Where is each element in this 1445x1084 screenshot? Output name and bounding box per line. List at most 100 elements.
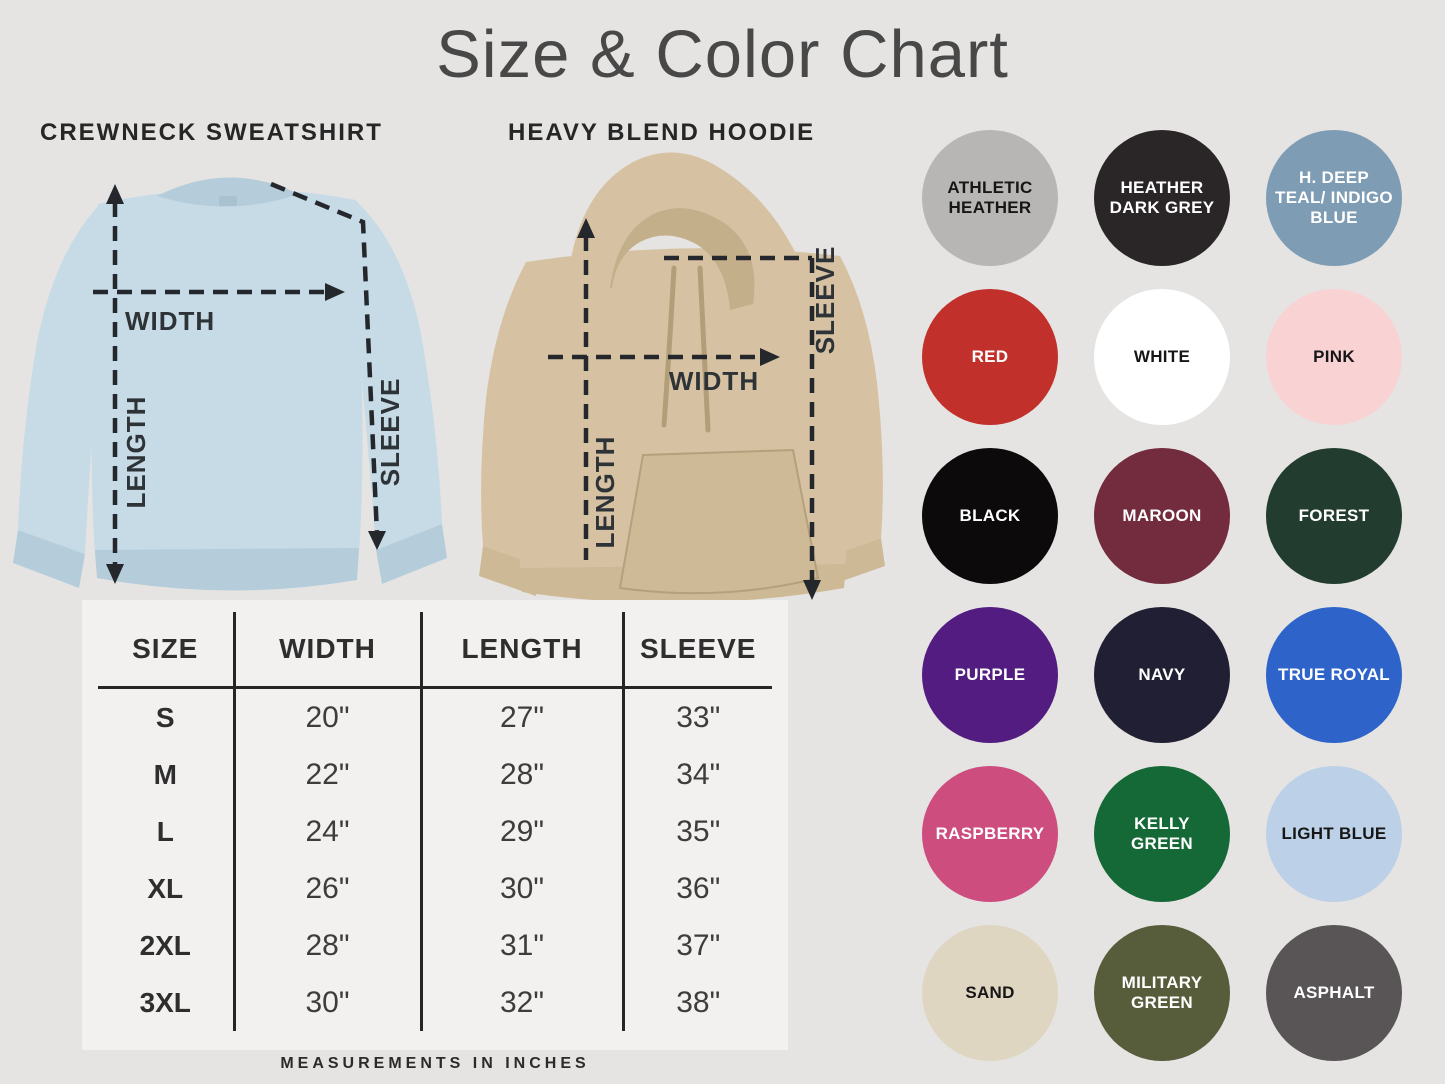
length-cell: 28" (419, 746, 623, 803)
table-row: M 22" 28" 34" (98, 746, 772, 803)
measurements-footnote: MEASUREMENTS IN INCHES (280, 1055, 590, 1072)
color-swatch-maroon: MAROON (1094, 448, 1230, 584)
hoodie-width-label: WIDTH (669, 366, 759, 396)
color-swatch-label: LIGHT BLUE (1281, 823, 1387, 843)
color-swatch-label: ATHLETIC HEATHER (947, 177, 1033, 217)
hoodie-pocket (618, 448, 820, 595)
table-row: 2XL 28" 31" 37" (98, 917, 772, 974)
width-cell: 26" (232, 860, 421, 917)
sleeve-arrowhead (368, 531, 386, 550)
crewneck-heading: CREWNECK SWEATSHIRT (40, 119, 383, 146)
width-arrowhead (325, 283, 345, 301)
length-arrowhead-up (106, 184, 124, 204)
size-column-header: SIZE (98, 612, 234, 689)
hoodie-hood-outer (566, 152, 802, 304)
color-swatch-label: RED (971, 346, 1009, 366)
color-swatch-forest: FOREST (1266, 448, 1402, 584)
color-swatch-label: TRUE ROYAL (1278, 664, 1390, 684)
color-swatch-asphalt: ASPHALT (1266, 925, 1402, 1061)
width-cell: 20" (232, 687, 421, 746)
color-swatch-label: SAND (965, 982, 1015, 1002)
hoodie-measurement-arrows: WIDTH LENGTH SLEEVE (548, 218, 840, 600)
color-swatch-kelly-green: KELLY GREEN (1094, 766, 1230, 902)
length-cell: 32" (419, 974, 623, 1031)
color-swatch-sand: SAND (922, 925, 1058, 1061)
crewneck-width-label: WIDTH (125, 306, 215, 336)
color-swatch-military-green: MILITARY GREEN (1094, 925, 1230, 1061)
table-row: L 24" 29" 35" (98, 803, 772, 860)
color-swatch-label: KELLY GREEN (1131, 813, 1193, 853)
size-cell: L (156, 815, 174, 847)
length-cell: 29" (419, 803, 623, 860)
color-swatch-raspberry: RASPBERRY (922, 766, 1058, 902)
color-swatch-label: H. DEEP TEAL/ INDIGO BLUE (1275, 167, 1393, 228)
page-title: Size & Color Chart (436, 17, 1009, 92)
crewneck-length-label: LENGTH (121, 396, 151, 509)
crewneck-collar-tag (219, 196, 237, 206)
hoodie-heading: HEAVY BLEND HOODIE (508, 119, 816, 146)
crewneck-collar (157, 177, 299, 207)
size-cell: 2XL (139, 929, 191, 961)
hoodie-length-label: LENGTH (590, 436, 620, 549)
color-swatch-label: ASPHALT (1293, 982, 1375, 1002)
crewneck-measurement-arrows: WIDTH LENGTH SLEEVE (93, 181, 405, 584)
size-cell: S (155, 701, 175, 733)
table-row: 3XL 30" 32" 38" (98, 974, 772, 1031)
color-swatch-label: NAVY (1138, 664, 1186, 684)
color-swatch-light-blue: LIGHT BLUE (1266, 766, 1402, 902)
sleeve-cell: 38" (621, 974, 772, 1031)
color-swatch-athletic-heather: ATHLETIC HEATHER (922, 130, 1058, 266)
color-swatch-label: RASPBERRY (935, 823, 1045, 843)
length-column-header: LENGTH (419, 612, 623, 689)
hoodie-drawstring-right (697, 265, 711, 433)
crewneck-illustration: WIDTH LENGTH SLEEVE (13, 177, 447, 591)
crewneck-left-sleeve (18, 204, 100, 554)
crewneck-body (91, 188, 363, 582)
color-swatch-label: MAROON (1122, 505, 1202, 525)
hoodie-shape (479, 152, 885, 604)
color-swatch-label: HEATHER DARK GREY (1109, 177, 1215, 217)
hoodie-sleeve-label: SLEEVE (810, 246, 840, 355)
width-cell: 28" (232, 917, 421, 974)
crewneck-hem-band (95, 548, 359, 591)
size-cell: XL (147, 872, 184, 904)
length-arrowhead-down (106, 564, 124, 584)
color-swatch-black: BLACK (922, 448, 1058, 584)
color-swatch-purple: PURPLE (922, 607, 1058, 743)
width-cell: 22" (232, 746, 421, 803)
color-swatch-label: WHITE (1133, 346, 1191, 366)
sleeve-column-header: SLEEVE (621, 612, 772, 689)
width-arrowhead (760, 348, 780, 366)
size-table-header-row: SIZE WIDTH LENGTH SLEEVE (98, 612, 772, 689)
sleeve-arrowhead (803, 580, 821, 600)
sleeve-cell: 35" (621, 803, 772, 860)
color-swatch-label: PURPLE (954, 664, 1026, 684)
color-swatch-label: PINK (1313, 346, 1355, 366)
size-cell: M (153, 758, 177, 790)
sleeve-cell: 37" (621, 917, 772, 974)
color-swatch-heather-dark-grey: HEATHER DARK GREY (1094, 130, 1230, 266)
length-cell: 30" (419, 860, 623, 917)
color-swatch-red: RED (922, 289, 1058, 425)
color-swatch-label: MILITARY GREEN (1121, 972, 1203, 1012)
sleeve-cell: 36" (621, 860, 772, 917)
size-table-panel: SIZE WIDTH LENGTH SLEEVE S 20" 27" 33" M… (82, 600, 788, 1050)
length-cell: 31" (419, 917, 623, 974)
color-swatch-grid: ATHLETIC HEATHER HEATHER DARK GREY H. DE… (922, 130, 1402, 1061)
color-swatch-navy: NAVY (1094, 607, 1230, 743)
color-swatch-white: WHITE (1094, 289, 1230, 425)
crewneck-left-cuff (13, 530, 85, 588)
hoodie-drawstring-left (661, 265, 677, 428)
crewneck-sleeve-label: SLEEVE (375, 378, 405, 487)
color-swatch-pink: PINK (1266, 289, 1402, 425)
width-column-header: WIDTH (232, 612, 421, 689)
length-arrowhead-up (577, 218, 595, 238)
length-cell: 27" (419, 687, 623, 746)
table-row: S 20" 27" 33" (98, 687, 772, 746)
crewneck-right-cuff (376, 524, 447, 584)
crewneck-shape (13, 177, 447, 591)
color-swatch-true-royal: TRUE ROYAL (1266, 607, 1402, 743)
crewneck-right-sleeve (355, 200, 442, 550)
hoodie-hood-opening (610, 208, 755, 310)
table-row: XL 26" 30" 36" (98, 860, 772, 917)
